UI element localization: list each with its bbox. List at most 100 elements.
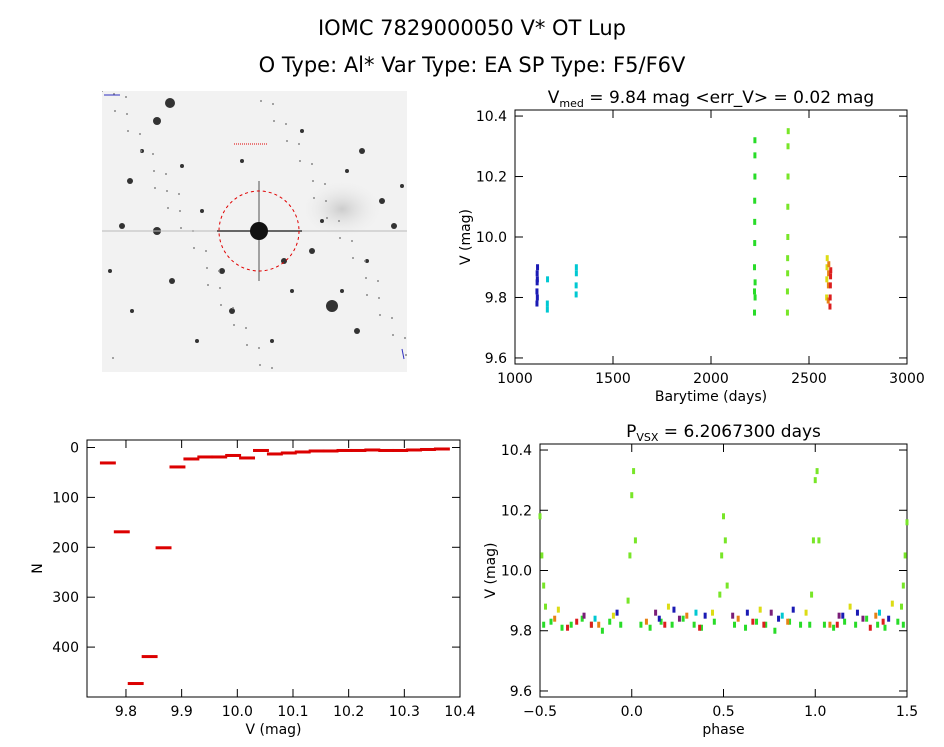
data-point (753, 309, 757, 316)
y-tick-label: 300 (52, 590, 79, 606)
field-star (405, 354, 407, 356)
data-point (670, 621, 674, 628)
field-star (326, 217, 328, 219)
data-point (832, 624, 836, 631)
histogram-bar (350, 448, 367, 452)
data-point (841, 612, 845, 619)
y-tick-label: 9.6 (510, 684, 532, 700)
data-point (574, 282, 578, 289)
field-star (258, 347, 260, 349)
data-point (659, 618, 663, 625)
histogram-bar (406, 448, 423, 452)
data-point (828, 282, 832, 289)
histogram-bar (266, 452, 283, 456)
field-star (260, 100, 262, 102)
field-star (179, 210, 181, 212)
data-point (580, 615, 584, 622)
data-point (855, 609, 859, 616)
data-point (553, 615, 557, 622)
y-tick-label: 10.4 (501, 443, 532, 459)
data-point (753, 197, 757, 204)
field-star (313, 197, 315, 199)
data-point (600, 627, 604, 634)
data-point (786, 203, 790, 210)
y-tick-label: 10.0 (501, 564, 532, 580)
x-tick-label: 1.0 (804, 704, 826, 720)
data-point (822, 621, 826, 628)
data-point (786, 234, 790, 240)
field-star (325, 200, 327, 202)
field-star (320, 219, 324, 223)
data-point (786, 255, 790, 262)
histogram-bar (127, 682, 144, 686)
histogram-bar (378, 448, 395, 452)
field-star (298, 143, 300, 145)
data-point (827, 261, 831, 268)
data-point (753, 279, 757, 286)
data-point (769, 609, 773, 616)
data-point (877, 609, 881, 616)
histogram-bar (308, 449, 325, 453)
histogram-bar (322, 449, 339, 453)
data-point (874, 612, 878, 619)
field-star (338, 220, 340, 222)
histogram-bar (239, 456, 256, 460)
data-point (644, 618, 648, 625)
field-star (152, 153, 154, 155)
field-star (311, 163, 313, 165)
x-tick-label: 10.2 (333, 704, 364, 720)
data-point (698, 624, 702, 631)
y-tick-label: 9.6 (485, 351, 507, 367)
field-star (200, 209, 204, 213)
field-star (154, 187, 156, 189)
data-point (813, 477, 817, 484)
x-axis-label: V (mag) (245, 722, 301, 738)
data-point (786, 173, 790, 180)
data-point (542, 582, 546, 589)
data-point (883, 624, 887, 631)
data-point (753, 218, 757, 225)
data-point (835, 621, 839, 628)
data-point (887, 615, 891, 622)
field-star (153, 170, 155, 172)
plot-frame (514, 109, 908, 365)
x-tick-label: 10.0 (222, 704, 253, 720)
data-point (804, 609, 808, 616)
field-star (326, 300, 338, 312)
data-point (535, 288, 539, 295)
data-point (755, 618, 759, 625)
data-point (868, 624, 872, 631)
data-point (593, 615, 597, 622)
histogram-bar (294, 450, 311, 454)
histogram-bar (211, 455, 228, 459)
data-point (753, 264, 757, 271)
y-tick-label: 10.2 (476, 170, 507, 186)
data-point (545, 306, 549, 313)
data-point (692, 621, 696, 628)
data-point (720, 552, 724, 559)
data-point (758, 606, 762, 613)
field-star (169, 278, 175, 284)
data-point (777, 615, 781, 622)
field-star (240, 159, 244, 163)
data-point (574, 291, 578, 298)
data-point (899, 603, 903, 610)
field-star (167, 207, 169, 209)
data-point (589, 621, 593, 628)
field-star (165, 98, 175, 108)
histogram-bar (336, 448, 353, 452)
field-star (140, 150, 142, 152)
histogram-bar (364, 448, 381, 452)
field-star (366, 294, 368, 296)
field-star (272, 103, 274, 105)
galaxy-halo (300, 179, 384, 239)
field-star (359, 148, 365, 154)
histogram-bar (225, 453, 242, 457)
x-tick-label: 0.0 (621, 704, 643, 720)
field-star (299, 160, 301, 162)
data-point (825, 276, 829, 283)
field-star (166, 190, 168, 192)
y-tick-label: 100 (52, 490, 79, 506)
data-point (780, 612, 784, 619)
data-point (762, 621, 766, 628)
